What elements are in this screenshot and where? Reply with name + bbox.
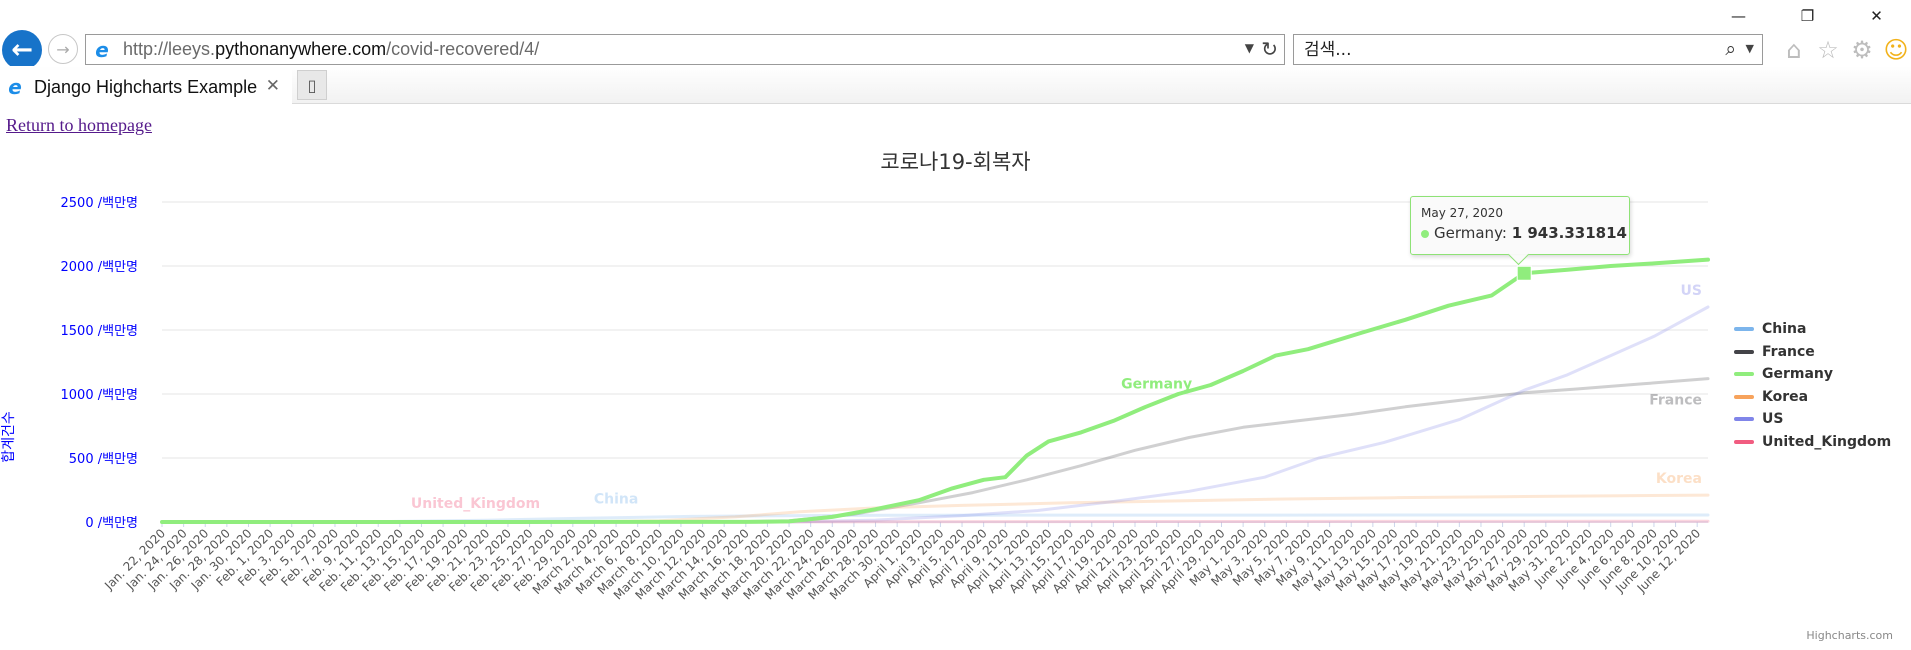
y-tick-label: 1500 /백만명 xyxy=(61,324,138,339)
ie-page-icon: e xyxy=(95,37,109,62)
close-icon[interactable]: ✕ xyxy=(265,76,280,96)
legend-label: France xyxy=(1762,343,1815,360)
series-label-united_kingdom: United_Kingdom xyxy=(411,496,540,512)
y-tick-label: 2000 /백만명 xyxy=(61,260,138,275)
restore-button[interactable]: ❐ xyxy=(1800,7,1815,25)
y-tick-label: 1000 /백만명 xyxy=(61,388,138,403)
legend-label: United_Kingdom xyxy=(1762,433,1892,450)
forward-arrow-icon[interactable]: → xyxy=(48,34,78,64)
y-tick-label: 2500 /백만명 xyxy=(61,196,138,211)
y-tick-label: 0 /백만명 xyxy=(85,516,138,531)
legend-label: China xyxy=(1762,321,1807,338)
legend-swatch xyxy=(1734,327,1754,332)
legend-item-germany[interactable]: Germany xyxy=(1734,363,1891,386)
legend-swatch xyxy=(1734,372,1754,377)
legend-item-france[interactable]: France xyxy=(1734,341,1891,364)
tab-django-highcharts[interactable]: e Django Highcharts Example ✕ xyxy=(0,70,292,104)
legend-item-korea[interactable]: Korea xyxy=(1734,386,1891,409)
chevron-down-icon[interactable]: ▼ xyxy=(1244,41,1254,55)
legend-swatch xyxy=(1734,349,1754,354)
ie-page-icon: e xyxy=(8,75,22,99)
window-controls: — ❐ ✕ xyxy=(1704,0,1911,32)
legend-label: Germany xyxy=(1762,366,1834,383)
series-label-germany: Germany xyxy=(1121,377,1192,393)
legend-swatch xyxy=(1734,439,1754,444)
search-input[interactable] xyxy=(1302,38,1706,61)
tooltip-series-dot xyxy=(1421,229,1429,238)
home-icon[interactable]: ⌂ xyxy=(1786,36,1802,64)
legend-swatch xyxy=(1734,417,1754,422)
series-line-germany xyxy=(160,257,1710,524)
tooltip-row: Germany: 1 943.331814 xyxy=(1421,224,1627,242)
search-box[interactable]: ⌕ ▼ xyxy=(1293,34,1763,65)
minimize-button[interactable]: — xyxy=(1731,7,1746,25)
series-label-china: China xyxy=(594,492,638,508)
url-text[interactable]: http://leeys.pythonanywhere.com/covid-re… xyxy=(123,39,540,59)
legend-swatch xyxy=(1734,394,1754,399)
close-window-button[interactable]: ✕ xyxy=(1870,7,1883,25)
refresh-icon[interactable]: ↻ xyxy=(1261,37,1278,61)
series-label-us: US xyxy=(1681,283,1702,299)
series-label-korea: Korea xyxy=(1656,471,1702,487)
smiley-icon[interactable]: ☺ xyxy=(1883,36,1909,64)
tooltip-value: 1 943.331814 xyxy=(1511,224,1627,242)
series-line-france xyxy=(160,377,1710,524)
back-arrow-icon[interactable]: ← xyxy=(2,30,42,70)
browser-toolbar: — ❐ ✕ ← → e http://leeys.pythonanywhere.… xyxy=(0,0,1911,70)
chart-tooltip: May 27, 2020 Germany: 1 943.331814 xyxy=(1410,196,1630,266)
chart-container: 0 /백만명 500 /백만명 1000 /백만명 1500 /백만명 2000 /백만… xyxy=(0,138,1911,650)
hover-marker xyxy=(1516,265,1532,281)
homepage-link[interactable]: Return to homepage xyxy=(6,115,152,135)
address-bar[interactable]: e http://leeys.pythonanywhere.com/covid-… xyxy=(85,34,1285,65)
highcharts-credits[interactable]: Highcharts.com xyxy=(1806,629,1893,642)
gear-icon[interactable]: ⚙ xyxy=(1851,36,1873,64)
legend-item-china[interactable]: China xyxy=(1734,318,1891,341)
chart-svg: 0 /백만명 500 /백만명 1000 /백만명 1500 /백만명 2000 /백만… xyxy=(61,196,1710,602)
series-label-france: France xyxy=(1649,393,1702,409)
tooltip-date: May 27, 2020 xyxy=(1421,206,1504,220)
series-line-us xyxy=(160,305,1710,524)
legend-label: US xyxy=(1762,411,1784,428)
tab-strip: e Django Highcharts Example ✕ ▯ xyxy=(0,66,1911,104)
tooltip-series-name: Germany xyxy=(1434,224,1502,242)
chart-title: 코로나19-회복자 xyxy=(880,150,1031,174)
legend-label: Korea xyxy=(1762,388,1809,405)
y-tick-label: 500 /백만명 xyxy=(69,452,138,467)
toolbar-icons: ⌂ ☆ ⚙ ☺ xyxy=(1780,36,1910,64)
chart-legend: China France Germany Korea US United_Kingdom xyxy=(1734,318,1891,453)
star-icon[interactable]: ☆ xyxy=(1817,36,1839,64)
y-axis-title: 합계건수 xyxy=(1,411,17,463)
legend-item-united_kingdom[interactable]: United_Kingdom xyxy=(1734,431,1891,454)
tab-title: Django Highcharts Example xyxy=(34,76,258,97)
legend-item-us[interactable]: US xyxy=(1734,408,1891,431)
search-icon[interactable]: ⌕ xyxy=(1725,38,1736,60)
new-tab-button[interactable]: ▯ xyxy=(297,70,327,100)
chevron-down-icon[interactable]: ▼ xyxy=(1745,42,1754,55)
